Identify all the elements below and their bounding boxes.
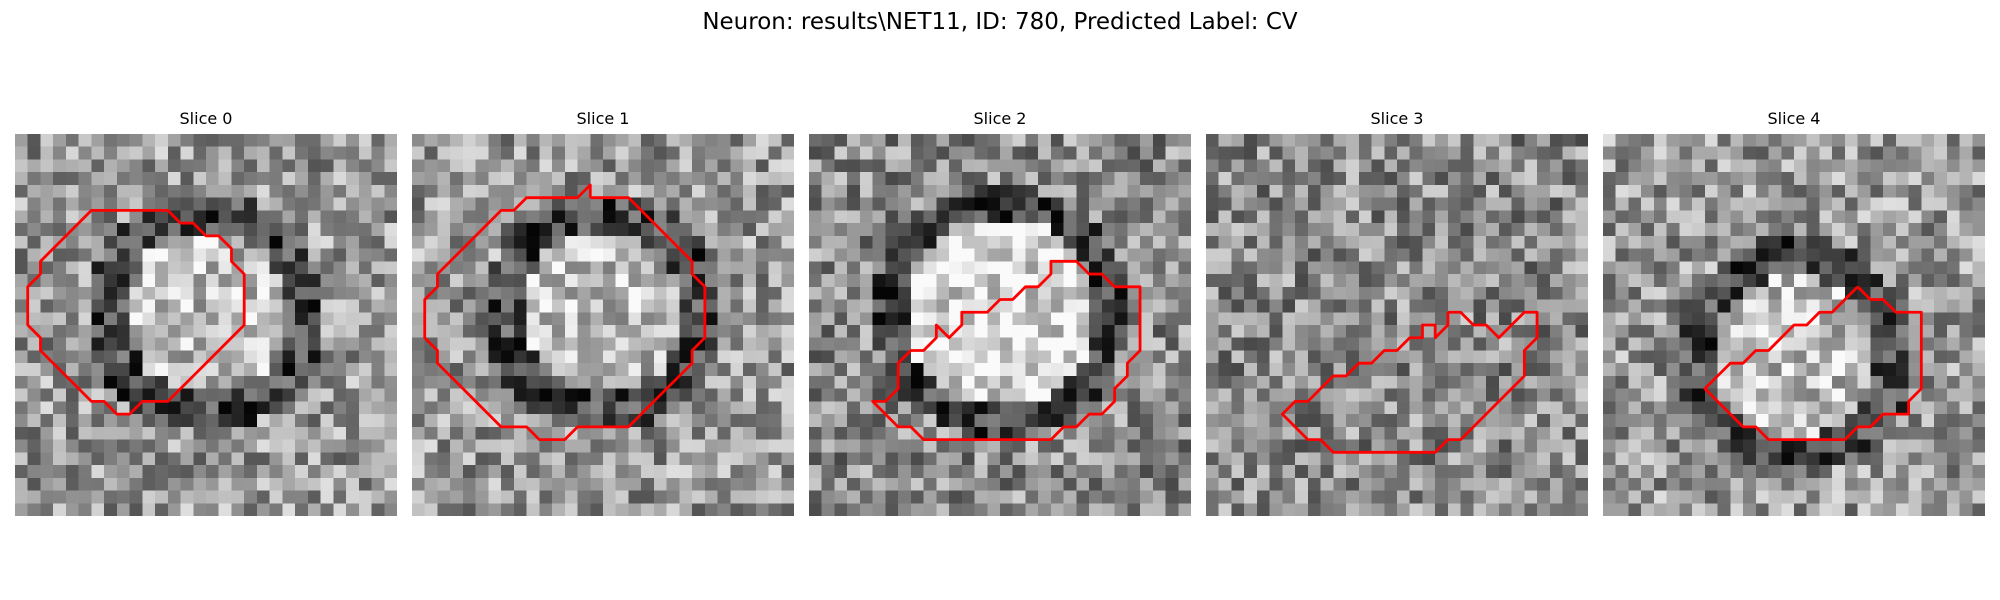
pixel-grid — [1206, 134, 1588, 516]
segmentation-contour — [26, 208, 246, 416]
pixel-grid — [809, 134, 1191, 516]
segmentation-contour — [1280, 310, 1539, 454]
slice-image — [1603, 134, 1985, 516]
pixel-grid — [412, 134, 794, 516]
panel-title: Slice 1 — [576, 109, 630, 128]
pixel-grid — [1603, 134, 1985, 516]
slice-image — [15, 134, 397, 516]
panel-title: Slice 2 — [973, 109, 1027, 128]
pixel-grid — [15, 134, 397, 516]
panel-title: Slice 0 — [179, 109, 233, 128]
slice-panel-4: Slice 4 — [1603, 108, 1985, 516]
segmentation-contour — [1703, 285, 1923, 442]
slice-panel-3: Slice 3 — [1206, 108, 1588, 516]
segmentation-contour — [423, 183, 707, 442]
figure-title: Neuron: results\NET11, ID: 780, Predicte… — [702, 9, 1298, 35]
slice-image — [809, 134, 1191, 516]
slice-image — [1206, 134, 1588, 516]
segmentation-contour — [871, 259, 1142, 442]
slice-image — [412, 134, 794, 516]
slice-panel-1: Slice 1 — [412, 108, 794, 516]
panel-title: Slice 4 — [1767, 109, 1821, 128]
slice-panel-2: Slice 2 — [809, 108, 1191, 516]
slice-panel-0: Slice 0 — [15, 108, 397, 516]
panel-title: Slice 3 — [1370, 109, 1424, 128]
